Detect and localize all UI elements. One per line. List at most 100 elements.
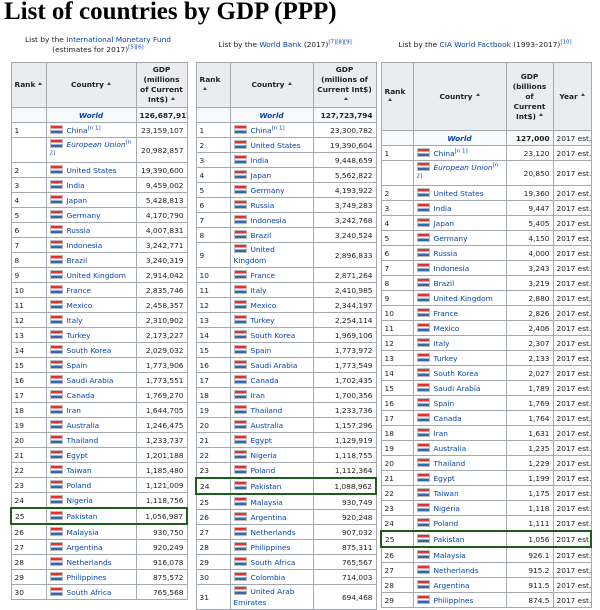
country-link[interactable]: Nigeria xyxy=(433,503,460,513)
country-link[interactable]: European Union xyxy=(433,163,493,172)
country-link[interactable]: Pakistan xyxy=(250,481,282,491)
country-link[interactable]: France xyxy=(250,270,276,280)
country-link[interactable]: Netherlands xyxy=(250,527,296,537)
country-link[interactable]: China xyxy=(66,125,88,135)
country-link[interactable]: Canada xyxy=(250,375,279,385)
country-link[interactable]: India xyxy=(250,155,269,165)
country-link[interactable]: World xyxy=(78,110,104,120)
country-link[interactable]: Iran xyxy=(66,405,81,415)
country-link[interactable]: Argentina xyxy=(433,580,470,590)
column-header[interactable]: Rank xyxy=(10,62,47,108)
country-link[interactable]: United Kingdom xyxy=(433,293,493,303)
country-link[interactable]: Mexico xyxy=(66,300,93,310)
country-link[interactable]: Italy xyxy=(433,338,450,348)
country-link[interactable]: Italy xyxy=(66,315,83,325)
country-link[interactable]: Malaysia xyxy=(250,497,283,507)
country-link[interactable]: Pakistan xyxy=(433,534,465,544)
country-link[interactable]: Japan xyxy=(250,170,272,180)
country-link[interactable]: Australia xyxy=(433,443,467,453)
country-link[interactable]: Netherlands xyxy=(66,557,112,567)
country-link[interactable]: United Kingdom xyxy=(66,270,126,280)
country-note[interactable]: [n 1] xyxy=(271,125,285,132)
country-link[interactable]: Egypt xyxy=(66,450,88,460)
country-link[interactable]: Malaysia xyxy=(433,550,466,560)
column-header[interactable]: GDP (millions of Current Int$) xyxy=(135,62,188,108)
country-link[interactable]: Mexico xyxy=(433,323,460,333)
country-link[interactable]: Colombia xyxy=(250,572,286,582)
country-link[interactable]: Saudi Arabia xyxy=(433,383,481,393)
country-link[interactable]: South Korea xyxy=(250,330,296,340)
country-link[interactable]: Spain xyxy=(433,398,455,408)
country-link[interactable]: Australia xyxy=(66,420,100,430)
country-link[interactable]: Argentina xyxy=(66,542,103,552)
country-link[interactable]: Germany xyxy=(250,185,285,195)
country-link[interactable]: China xyxy=(250,125,272,135)
country-link[interactable]: Netherlands xyxy=(433,565,479,575)
country-link[interactable]: Brazil xyxy=(66,255,88,265)
country-link[interactable]: Iran xyxy=(250,390,265,400)
country-link[interactable]: Japan xyxy=(433,218,455,228)
column-header[interactable]: Country xyxy=(45,62,137,108)
country-link[interactable]: France xyxy=(66,285,92,295)
country-link[interactable]: United States xyxy=(66,165,117,175)
caption-refs[interactable]: [7][8][9] xyxy=(328,39,352,46)
country-link[interactable]: Poland xyxy=(433,518,459,528)
country-link[interactable]: United States xyxy=(433,188,484,198)
column-header[interactable]: Rank xyxy=(195,62,231,108)
country-link[interactable]: South Africa xyxy=(250,557,296,567)
column-header[interactable]: GDP (millions of Current Int$) xyxy=(312,62,377,108)
country-link[interactable]: United States xyxy=(250,140,301,150)
country-link[interactable]: Saudi Arabia xyxy=(66,375,114,385)
country-link[interactable]: Taiwan xyxy=(66,465,92,475)
country-link[interactable]: Thailand xyxy=(433,458,466,468)
country-link[interactable]: South Africa xyxy=(66,587,112,597)
column-header[interactable]: Rank xyxy=(380,62,414,131)
country-link[interactable]: Australia xyxy=(250,420,284,430)
country-link[interactable]: India xyxy=(433,203,452,213)
country-link[interactable]: Philippines xyxy=(433,595,474,605)
column-header[interactable]: Country xyxy=(229,62,314,108)
country-link[interactable]: South Korea xyxy=(433,368,479,378)
country-link[interactable]: Russia xyxy=(66,225,91,235)
country-note[interactable]: [n 2] xyxy=(49,139,132,157)
column-header[interactable]: Year xyxy=(552,62,592,131)
country-link[interactable]: United Kingdom xyxy=(233,245,275,265)
country-link[interactable]: Indonesia xyxy=(66,240,103,250)
country-link[interactable]: European Union xyxy=(66,140,126,149)
country-link[interactable]: Germany xyxy=(66,210,101,220)
country-link[interactable]: Pakistan xyxy=(66,511,98,521)
country-link[interactable]: Thailand xyxy=(66,435,99,445)
caption-refs[interactable]: [10] xyxy=(560,39,572,46)
country-link[interactable]: China xyxy=(433,148,455,158)
country-link[interactable]: World xyxy=(259,110,284,120)
country-link[interactable]: Philippines xyxy=(250,542,291,552)
country-link[interactable]: Egypt xyxy=(250,435,272,445)
country-link[interactable]: Philippines xyxy=(66,572,107,582)
country-link[interactable]: Russia xyxy=(433,248,458,258)
country-link[interactable]: Argentina xyxy=(250,512,287,522)
country-link[interactable]: Nigeria xyxy=(66,495,93,505)
country-link[interactable]: Indonesia xyxy=(250,215,287,225)
caption-link[interactable]: World Bank xyxy=(259,40,302,49)
country-link[interactable]: Germany xyxy=(433,233,468,243)
country-link[interactable]: Poland xyxy=(66,480,92,490)
country-link[interactable]: Canada xyxy=(66,390,95,400)
country-link[interactable]: Malaysia xyxy=(66,527,99,537)
country-link[interactable]: Egypt xyxy=(433,473,455,483)
country-link[interactable]: Saudi Arabia xyxy=(250,360,298,370)
country-link[interactable]: World xyxy=(447,133,472,143)
country-link[interactable]: Taiwan xyxy=(433,488,459,498)
country-note[interactable]: [n 1] xyxy=(454,148,468,155)
column-header[interactable]: GDP (billions of Current Int$) xyxy=(505,62,554,131)
country-link[interactable]: Indonesia xyxy=(433,263,470,273)
country-link[interactable]: South Korea xyxy=(66,345,112,355)
country-link[interactable]: India xyxy=(66,180,85,190)
country-link[interactable]: Mexico xyxy=(250,300,277,310)
country-link[interactable]: Japan xyxy=(66,195,88,205)
country-link[interactable]: Italy xyxy=(250,285,267,295)
country-link[interactable]: Russia xyxy=(250,200,275,210)
country-link[interactable]: Spain xyxy=(66,360,88,370)
country-note[interactable]: [n 2] xyxy=(416,162,499,180)
country-link[interactable]: Brazil xyxy=(433,278,455,288)
country-link[interactable]: Canada xyxy=(433,413,462,423)
